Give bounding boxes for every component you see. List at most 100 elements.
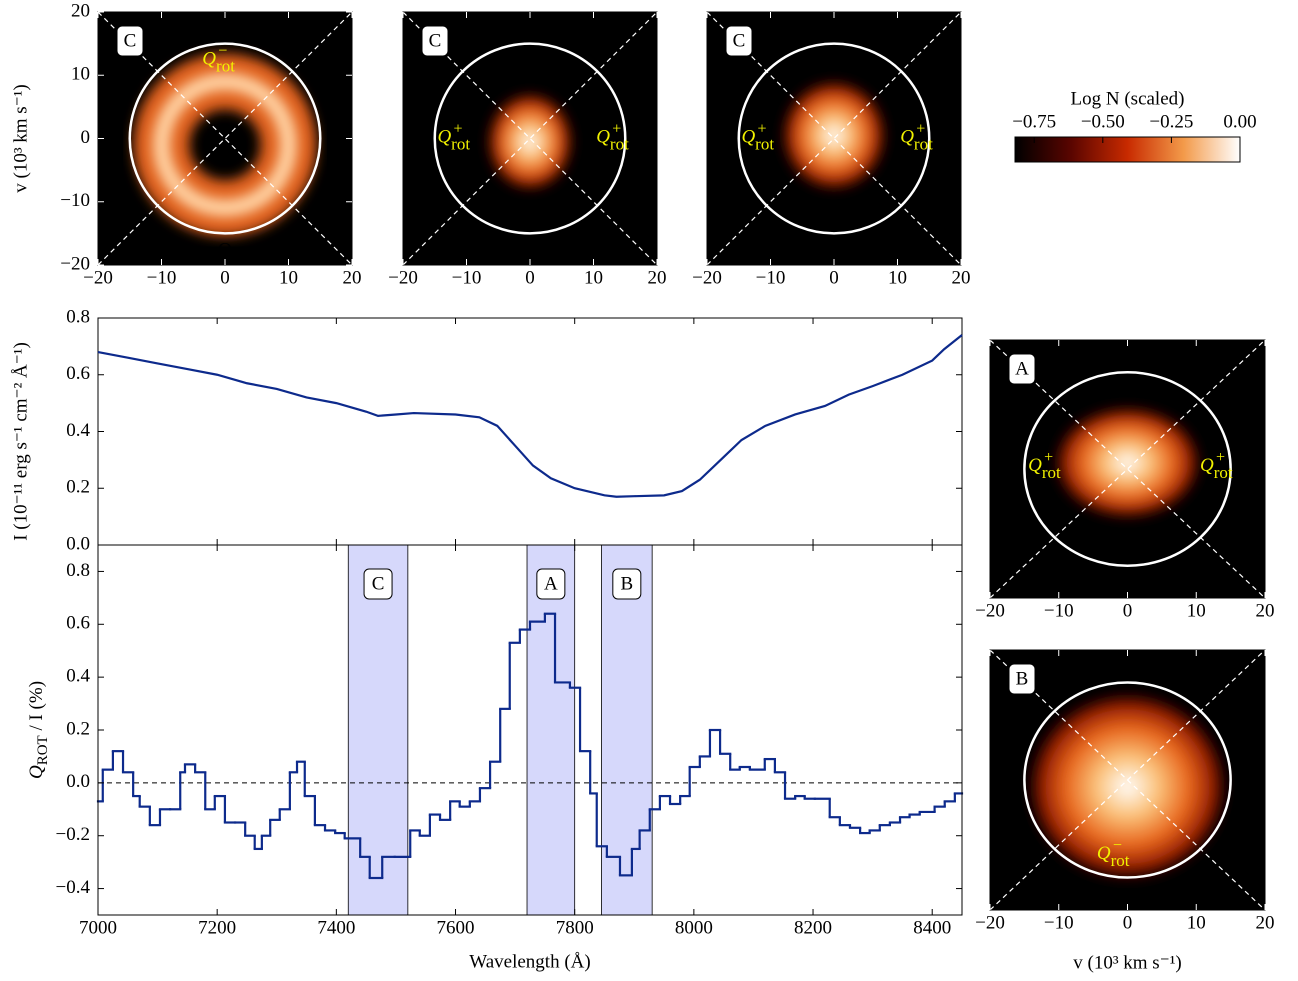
annotation-sub: rot <box>1214 463 1233 482</box>
y-tick-label: 0.8 <box>66 306 90 327</box>
frame <box>97 317 963 546</box>
x-tick-label: 8000 <box>675 917 713 938</box>
x-tick-label: 20 <box>648 267 667 288</box>
annotation-symbol: Q <box>741 127 755 148</box>
x-tick-label: 0 <box>1123 600 1133 621</box>
x-tick-label: 10 <box>584 267 603 288</box>
annotation: Qrot+ <box>596 120 629 153</box>
annotation-sub: rot <box>914 134 933 153</box>
label-box <box>725 25 753 57</box>
band-label-box <box>536 568 566 600</box>
y-tick-label: 0.8 <box>66 560 90 581</box>
annotation-symbol: Q <box>900 127 914 148</box>
annotation-sub: rot <box>1111 851 1130 870</box>
x-tick-label: 0 <box>1123 912 1133 933</box>
diagonal <box>98 12 352 265</box>
x-tick-label: −20 <box>975 912 1005 933</box>
x-tick-label: 7800 <box>556 917 594 938</box>
annotation-sup: + <box>1216 449 1225 466</box>
x-tick-label: 10 <box>1187 600 1206 621</box>
x-axis-label: Wavelength (Å) <box>469 951 590 972</box>
annotation-symbol: Q <box>596 127 610 148</box>
x-tick-label: 0 <box>525 267 535 288</box>
map-image <box>990 340 1265 598</box>
y-tick-label: −0.4 <box>56 877 91 898</box>
x-tick-label: 20 <box>1256 600 1275 621</box>
emission <box>1024 689 1231 884</box>
diagonal <box>98 12 352 265</box>
y-axis-label-symbol: Q <box>26 765 47 779</box>
y-tick-label: 10 <box>71 64 90 85</box>
y-axis-label: QROT / I (%) <box>26 681 51 779</box>
velocity-circle <box>128 42 322 235</box>
x-tick-label: −10 <box>756 267 786 288</box>
y-tick-label: 0.2 <box>66 477 90 498</box>
panel-label: B <box>1016 668 1029 689</box>
flux-line <box>97 334 963 498</box>
y-tick-label: 0.6 <box>66 363 90 384</box>
annotation: Qrot+ <box>437 120 470 153</box>
y-tick-label: 20 <box>71 0 90 21</box>
x-tick-label: 8400 <box>913 917 951 938</box>
annotation-symbol: Q <box>1200 455 1214 476</box>
annotation-sub: rot <box>451 134 470 153</box>
annotation-sub: rot <box>216 57 235 76</box>
emission <box>780 78 888 193</box>
element-label: Mg <box>517 239 544 260</box>
x-tick-label: 7000 <box>79 917 117 938</box>
y-tick-label: 0.6 <box>66 613 90 634</box>
x-tick-label: 10 <box>1187 912 1206 933</box>
diagonal <box>990 650 1265 910</box>
element-label: Ca <box>1117 884 1139 905</box>
element-label: Ca <box>1117 572 1139 593</box>
y-tick-label: 0 <box>81 127 91 148</box>
annotation-sup: + <box>453 120 462 137</box>
map-image <box>98 12 352 265</box>
velocity-circle <box>1023 681 1232 879</box>
diagonal <box>403 12 657 265</box>
velocity-circle <box>433 42 627 235</box>
y-tick-label: −10 <box>60 190 90 211</box>
band-label: B <box>620 573 633 594</box>
annotation: Qrot+ <box>1028 449 1061 482</box>
annotation: Qrot+ <box>1200 449 1233 482</box>
y-tick-label: 0.4 <box>66 666 90 687</box>
x-tick-label: −10 <box>1044 912 1074 933</box>
y-tick-label: −0.2 <box>56 824 90 845</box>
annotation-sup: + <box>612 120 621 137</box>
x-tick-label: 20 <box>343 267 362 288</box>
emission <box>152 72 298 217</box>
x-tick-label: 0 <box>220 267 230 288</box>
colorbar-tick-label: −0.50 <box>1081 111 1125 132</box>
colorbar <box>1014 136 1241 163</box>
velocity-circle <box>1023 371 1232 567</box>
x-tick-label: −20 <box>975 600 1005 621</box>
x-tick-label: 8200 <box>794 917 832 938</box>
band-label-box <box>363 568 393 600</box>
band-label-box <box>612 568 642 600</box>
element-label: O <box>218 239 232 260</box>
annotation-symbol: Q <box>202 49 216 70</box>
band <box>601 544 653 916</box>
band-label: C <box>372 573 385 594</box>
diagonal <box>707 12 961 265</box>
annotation-sup: − <box>218 42 227 59</box>
annotation-sub: rot <box>610 134 629 153</box>
x-tick-label: 10 <box>888 267 907 288</box>
x-axis-label: v (10³ km s⁻¹) <box>1073 952 1182 973</box>
annotation: Qrot− <box>202 42 235 75</box>
x-tick-label: −10 <box>452 267 482 288</box>
annotation-sub: rot <box>755 134 774 153</box>
x-tick-label: 0 <box>829 267 839 288</box>
x-tick-label: −20 <box>83 267 113 288</box>
x-tick-label: 20 <box>1256 912 1275 933</box>
y-tick-label: 0.4 <box>66 420 90 441</box>
panel-label: C <box>429 30 442 51</box>
map-image <box>403 12 657 265</box>
y-axis-label-sub: ROT <box>35 735 51 765</box>
emission <box>1051 404 1204 521</box>
label-box <box>1008 663 1036 695</box>
x-tick-label: 7600 <box>437 917 475 938</box>
